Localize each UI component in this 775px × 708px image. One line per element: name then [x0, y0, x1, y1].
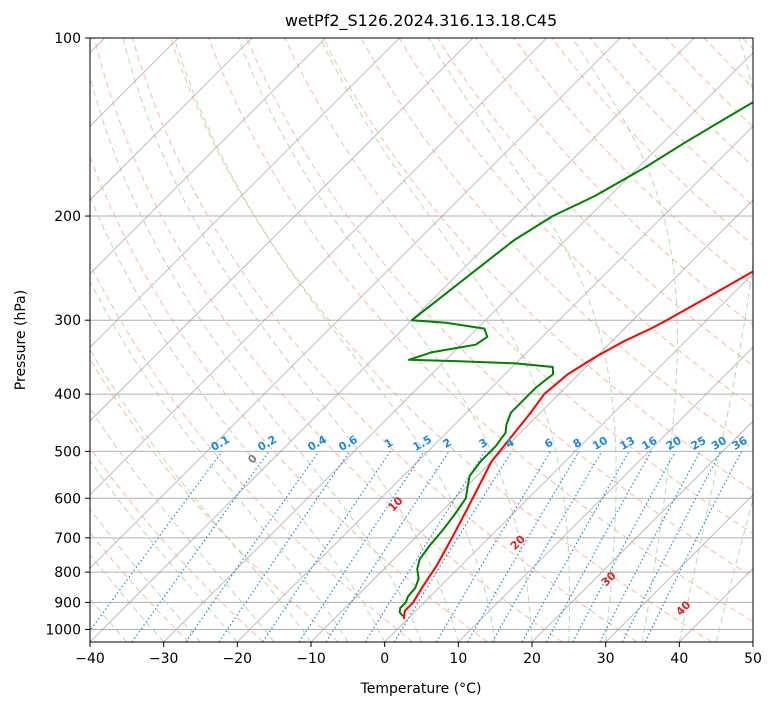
mixing-ratio-line: [621, 451, 722, 642]
x-tick-label: 40: [670, 651, 688, 667]
dry-adiabat: [284, 38, 753, 535]
moist-adiabat: [122, 38, 459, 642]
moist-adiabat: [678, 38, 753, 642]
moist-adiabat: [90, 598, 128, 642]
y-axis-label: Pressure (hPa): [13, 290, 29, 390]
dry-adiabat: [475, 38, 753, 326]
dry-adiabat: [93, 38, 563, 642]
plot-frame: [89, 37, 754, 643]
x-tick-label: 30: [597, 651, 615, 667]
moist-adiabat: [571, 38, 678, 642]
moist-adiabat: [90, 407, 275, 642]
isotherm-line: [237, 125, 753, 642]
x-tick-label: −20: [223, 651, 253, 667]
y-tick-label: 400: [54, 387, 81, 403]
dry-adiabat: [208, 38, 753, 623]
moist-adiabat: [319, 38, 570, 642]
dry-adiabat: [322, 38, 753, 492]
y-tick-label: 1000: [45, 622, 81, 638]
isotherm-line: [90, 38, 474, 422]
x-tick-label: −40: [75, 651, 105, 667]
mixing-ratio-line: [572, 451, 677, 642]
x-tick-label: 0: [380, 651, 389, 667]
dry-adiabat: [90, 446, 264, 642]
x-tick-label: 20: [523, 651, 541, 667]
isotherm-line: [605, 494, 753, 642]
y-tick-label: 800: [54, 565, 81, 581]
isotherm-line: [90, 38, 253, 201]
isotherm-line: [163, 52, 753, 642]
isotherm-line: [90, 38, 621, 569]
mixing-ratio-line: [218, 451, 351, 642]
dry-adiabat: [170, 38, 712, 642]
mixing-ratio-line: [131, 451, 270, 642]
y-tick-label: 900: [54, 595, 81, 611]
y-tick-label: 600: [54, 491, 81, 507]
x-tick-label: −10: [296, 651, 326, 667]
moist-adiabat: [237, 38, 533, 642]
dry-adiabat: [90, 262, 414, 642]
dry-adiabat: [90, 358, 339, 642]
y-tick-label: 200: [54, 209, 81, 225]
isotherm-line: [458, 346, 753, 642]
plot-area: [90, 38, 753, 642]
dry-adiabat: [513, 38, 753, 286]
isotherm-line: [384, 273, 753, 642]
isotherm-line: [90, 38, 547, 496]
moist-adiabat: [90, 508, 201, 642]
y-tick-label: 500: [54, 444, 81, 460]
mixing-ratio-line: [262, 451, 391, 642]
dry-adiabat: [131, 38, 638, 642]
mixing-ratio-line: [325, 451, 450, 642]
dewpoint-profile-line: [398, 101, 753, 617]
x-axis: −40 −30 −20 −10 0 10 20 30 40 50: [75, 642, 762, 667]
y-tick-label: 300: [54, 313, 81, 329]
y-tick-label: 100: [54, 31, 81, 47]
moist-adiabat: [90, 348, 312, 642]
moist-adiabat: [90, 554, 165, 642]
moist-adiabat: [715, 497, 753, 642]
isotherm-line: [531, 420, 753, 642]
mixing-ratio-line: [521, 451, 630, 642]
x-tick-label: 50: [744, 651, 762, 667]
moist-adiabat: [90, 74, 422, 642]
x-tick-label: −30: [149, 651, 179, 667]
isotherm-line: [90, 38, 400, 348]
mixing-ratio-line: [185, 451, 320, 642]
x-tick-label: 10: [449, 651, 467, 667]
mixing-ratio-line: [393, 451, 513, 642]
moist-adiabat: [90, 194, 386, 642]
moist-adiabat: [427, 38, 617, 642]
chart-title: wetPf2_S126.2024.316.13.18.C45: [285, 11, 557, 31]
y-tick-label: 700: [54, 531, 81, 547]
mixing-ratio-line: [644, 451, 743, 642]
x-axis-label: Temperature (°C): [360, 681, 482, 697]
mixing-ratio-line: [298, 451, 425, 642]
isotherm-line: [90, 38, 326, 275]
mixing-ratio-line: [545, 451, 652, 642]
temperature-profile-line: [403, 270, 753, 620]
dry-adiabat: [246, 38, 753, 578]
moist-adiabat: [90, 459, 238, 642]
moist-adiabat: [173, 38, 496, 642]
mixing-ratio-line: [90, 451, 223, 632]
y-axis: 100 200 300 400 500 600 700 800 900 1000: [45, 31, 90, 638]
